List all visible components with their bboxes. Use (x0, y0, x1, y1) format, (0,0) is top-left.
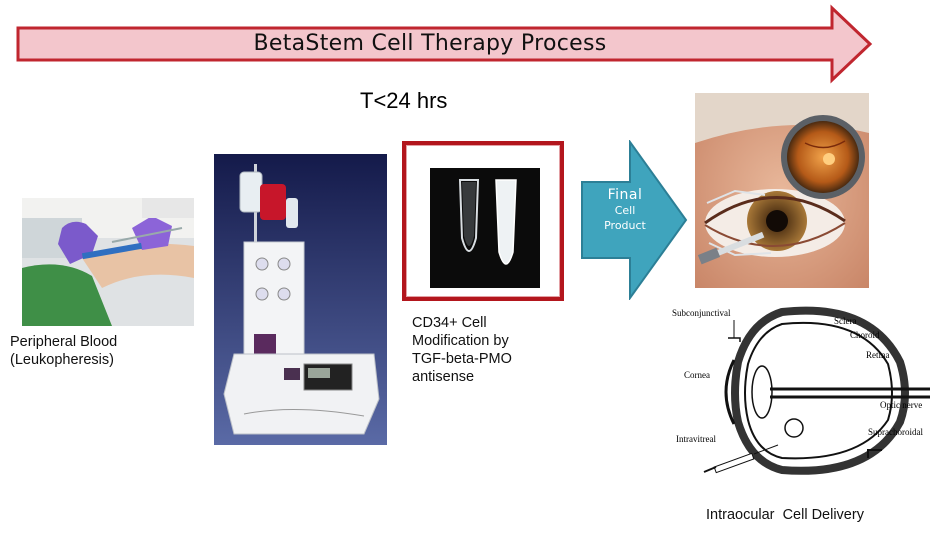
final-product-text: Final Cell Product (592, 188, 658, 233)
eye-label-cornea: Cornea (684, 370, 710, 380)
eye-injection-illustration (695, 93, 869, 288)
cell-separator-machine-photo (214, 154, 387, 445)
eye-anatomy-diagram: Subconjunctival Sclera Choroid Retina Co… (672, 306, 930, 475)
eye-label-retina: Retina (866, 350, 890, 360)
modification-label-line2: Modification by (412, 333, 509, 349)
final-line3: Product (604, 219, 646, 232)
collection-label: Peripheral Blood (Leukopheresis) (10, 333, 117, 369)
final-product-arrow (581, 140, 688, 300)
centrifuge-tubes-photo (430, 168, 540, 288)
eye-label-suprachoroidal: Suprachoroidal (868, 427, 923, 437)
final-line2: Cell (614, 204, 636, 217)
eye-label-subconjunctival: Subconjunctival (672, 308, 731, 318)
process-arrow (16, 4, 873, 84)
blood-draw-photo (22, 198, 194, 326)
process-title: BetaStem Cell Therapy Process (253, 31, 607, 56)
eye-label-intravitreal: Intravitreal (676, 434, 716, 444)
eye-label-optic-nerve: Optic nerve (880, 400, 922, 410)
timing-label: T<24 hrs (360, 88, 448, 113)
collection-label-line1: Peripheral Blood (10, 334, 118, 350)
collection-label-line2: (Leukopheresis) (10, 352, 114, 368)
eye-label-sclera: Sclera (834, 316, 857, 326)
modification-label-line3: TGF-beta-PMO (412, 351, 512, 367)
final-line1: Final (607, 187, 643, 203)
delivery-label: Intraocular Cell Delivery (706, 507, 864, 523)
modification-label-line1: CD34+ Cell (412, 315, 487, 331)
modification-label: CD34+ Cell Modification by TGF-beta-PMO … (412, 314, 512, 386)
modification-label-line4: antisense (412, 369, 475, 385)
eye-label-choroid: Choroid (850, 330, 880, 340)
